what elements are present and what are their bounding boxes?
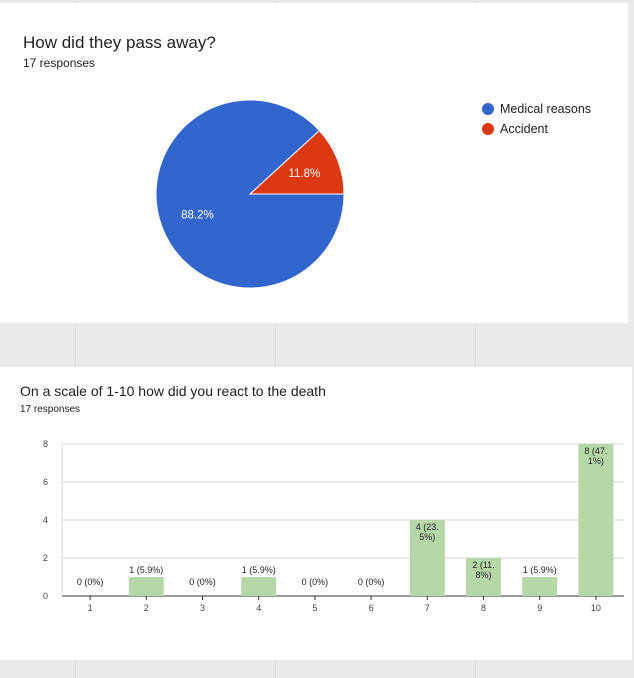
bar-data-label: 1%) bbox=[588, 456, 604, 466]
bar-response-count: 17 responses bbox=[20, 404, 81, 415]
x-tick-label: 9 bbox=[537, 603, 542, 613]
y-tick-label: 8 bbox=[43, 439, 48, 449]
bar-4[interactable] bbox=[241, 577, 277, 596]
y-tick-label: 6 bbox=[43, 477, 48, 487]
bar-data-label: 2 (11. bbox=[472, 560, 494, 570]
bar-10[interactable] bbox=[578, 444, 614, 596]
x-tick-label: 7 bbox=[425, 603, 430, 613]
bar-data-label: 0 (0%) bbox=[358, 577, 385, 587]
grid-line bbox=[275, 0, 276, 678]
x-tick-label: 1 bbox=[88, 603, 93, 613]
legend-label: Accident bbox=[500, 122, 548, 136]
pie-slice-label: 88.2% bbox=[181, 209, 214, 221]
legend-item[interactable]: Accident bbox=[482, 119, 591, 139]
pie-slice-label: 11.8% bbox=[288, 168, 320, 180]
bar-data-label: 1 (5.9%) bbox=[523, 565, 557, 575]
bar-7[interactable] bbox=[409, 520, 445, 596]
x-tick-label: 5 bbox=[312, 603, 317, 613]
y-tick-label: 0 bbox=[43, 591, 48, 601]
y-tick-label: 2 bbox=[43, 553, 48, 563]
bar-data-label: 8 (47. bbox=[584, 446, 607, 456]
pie-legend: Medical reasons Accident bbox=[482, 99, 591, 139]
pie-response-count: 17 responses bbox=[23, 56, 96, 70]
pie-chart-title: How did they pass away? bbox=[23, 33, 216, 52]
bar-data-label: 1 (5.9%) bbox=[129, 565, 163, 575]
bar-data-label: 4 (23. bbox=[416, 522, 439, 532]
x-tick-label: 2 bbox=[144, 603, 149, 613]
legend-item[interactable]: Medical reasons bbox=[482, 99, 591, 119]
pie-chart: 11.8% 88.2% bbox=[155, 99, 345, 289]
x-tick-label: 3 bbox=[200, 603, 205, 613]
bar-data-label: 0 (0%) bbox=[189, 577, 216, 587]
bar-data-label: 0 (0%) bbox=[302, 577, 329, 587]
bar-2[interactable] bbox=[128, 577, 164, 596]
pie-slice-medical-reasons[interactable] bbox=[155, 99, 345, 289]
bar-chart-card: On a scale of 1-10 how did you react to … bbox=[0, 367, 632, 660]
bar-data-label: 1 (5.9%) bbox=[242, 565, 276, 575]
bar-data-label: 5%) bbox=[419, 532, 435, 542]
pie-slice-accident[interactable] bbox=[248, 129, 345, 195]
legend-label: Medical reasons bbox=[500, 102, 592, 116]
legend-swatch bbox=[482, 103, 494, 115]
x-tick-label: 10 bbox=[591, 603, 601, 613]
bar-8[interactable] bbox=[466, 558, 501, 596]
bar-data-label: 8%) bbox=[475, 570, 491, 580]
bar-data-label: 0 (0%) bbox=[77, 577, 104, 587]
grid-line bbox=[475, 0, 476, 678]
legend-swatch bbox=[482, 123, 494, 135]
bar-chart-title: On a scale of 1-10 how did you react to … bbox=[20, 383, 326, 399]
x-tick-label: 8 bbox=[481, 603, 486, 613]
x-tick-label: 6 bbox=[369, 603, 374, 613]
y-tick-label: 4 bbox=[43, 515, 48, 525]
grid-line bbox=[75, 0, 76, 678]
bar-9[interactable] bbox=[522, 577, 558, 596]
x-tick-label: 4 bbox=[256, 603, 261, 613]
pie-chart-card: How did they pass away? 17 responses 11.… bbox=[0, 3, 628, 323]
